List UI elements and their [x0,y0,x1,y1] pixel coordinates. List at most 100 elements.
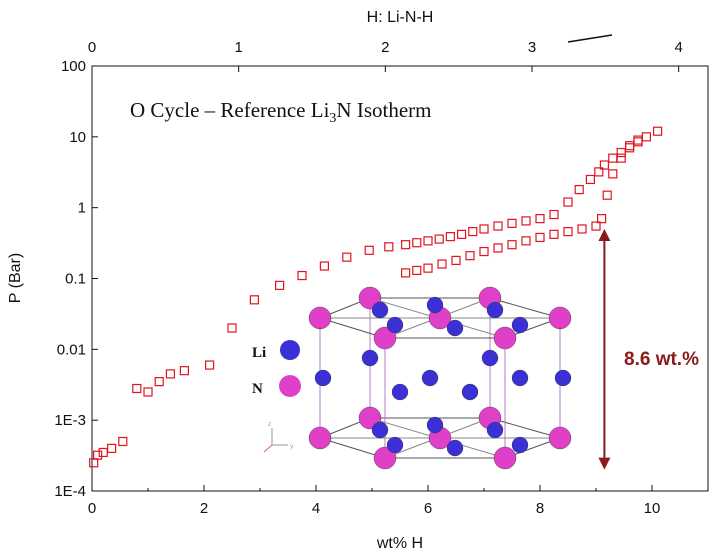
data-point [249,295,259,305]
n-atom [308,426,332,450]
data-point [457,229,467,239]
li-atom [461,383,479,401]
x-tick-label: 8 [536,500,544,517]
data-point [319,261,329,271]
data-point [205,360,215,370]
y-tick-label: 1 [78,200,86,217]
n-atom [548,426,572,450]
stray-mark [567,34,613,43]
data-point [179,366,189,376]
li-atom [486,301,504,319]
n-atom [493,446,517,470]
top-x-tick-label: 2 [381,39,389,56]
data-point [591,221,601,231]
li-atom [554,369,572,387]
n-atom [548,306,572,330]
bond-line [319,317,386,339]
data-point [602,190,612,200]
data-point [563,197,573,207]
li-atom [371,421,389,439]
crystal-structure-inset: zy [263,286,572,470]
top-x-tick-label: 4 [674,39,682,56]
axis-glyph-z: z [268,421,271,428]
arrow-head-down [598,457,611,470]
data-point [608,153,618,163]
n-atom [493,326,517,350]
li-atom [421,369,439,387]
data-point [479,224,489,234]
legend-n-ball [279,375,301,397]
legend-li-label: Li [252,345,266,361]
bond-line [319,437,386,459]
data-point [652,126,663,136]
legend-n-label: N [252,381,263,397]
y-tick-label: 100 [61,58,86,75]
li-atom [446,439,464,457]
data-point [154,377,164,387]
data-point [535,214,545,224]
x-tick-label: 4 [312,500,320,517]
li-atom [446,319,464,337]
data-point [465,251,475,261]
data-point [479,246,489,257]
data-point [599,160,610,170]
data-point [423,263,433,273]
x-tick-label: 0 [88,500,96,517]
data-points [89,126,663,468]
data-point [275,280,285,290]
li-atom [386,316,404,334]
li-atom [511,369,529,387]
axis-glyph-y: y [290,443,294,450]
data-point [297,270,307,281]
data-point [596,214,607,224]
bond-line [489,417,561,439]
data-point [594,167,604,177]
top-x-tick-label: 0 [88,39,96,56]
li-atom [481,349,499,367]
chart-title: O Cycle – Reference Li3N Isotherm [130,98,432,126]
data-point [451,255,461,266]
data-point [165,369,175,379]
data-point [401,268,411,278]
li-atom [314,369,332,387]
li-atom [426,416,444,434]
data-point [89,458,99,468]
data-point [521,236,531,246]
arrow-head-up [598,228,611,241]
li-atom [386,436,404,454]
data-point [132,383,142,394]
data-point [624,141,635,151]
x-tick-label: 2 [200,500,208,517]
capacity-label: 8.6 wt.% [624,349,699,370]
x-tick-label: 10 [644,500,661,517]
data-point [401,240,411,250]
data-point [624,143,635,153]
data-point [608,169,618,179]
data-point [106,443,117,453]
data-point [412,265,422,276]
y-axis-label: P (Bar) [7,253,24,303]
data-point [98,447,108,458]
data-point [616,147,626,158]
li-atom [361,349,379,367]
n-atom [373,446,397,470]
data-point [342,252,352,262]
legend-li-ball [280,340,300,360]
data-point [92,450,103,460]
data-point [493,221,503,231]
data-point [507,240,517,250]
data-point [585,174,596,185]
top-axis-label: H: Li-N-H [367,9,434,26]
y-tick-label: 10 [69,129,86,146]
y-tick-label: 1E-4 [54,483,86,500]
li-atom [426,296,444,314]
data-point [493,243,503,253]
data-point [574,184,584,195]
data-point [507,218,517,228]
data-point [641,132,652,142]
top-x-tick-label: 3 [528,39,536,56]
data-point [384,242,394,252]
n-atom [308,306,332,330]
